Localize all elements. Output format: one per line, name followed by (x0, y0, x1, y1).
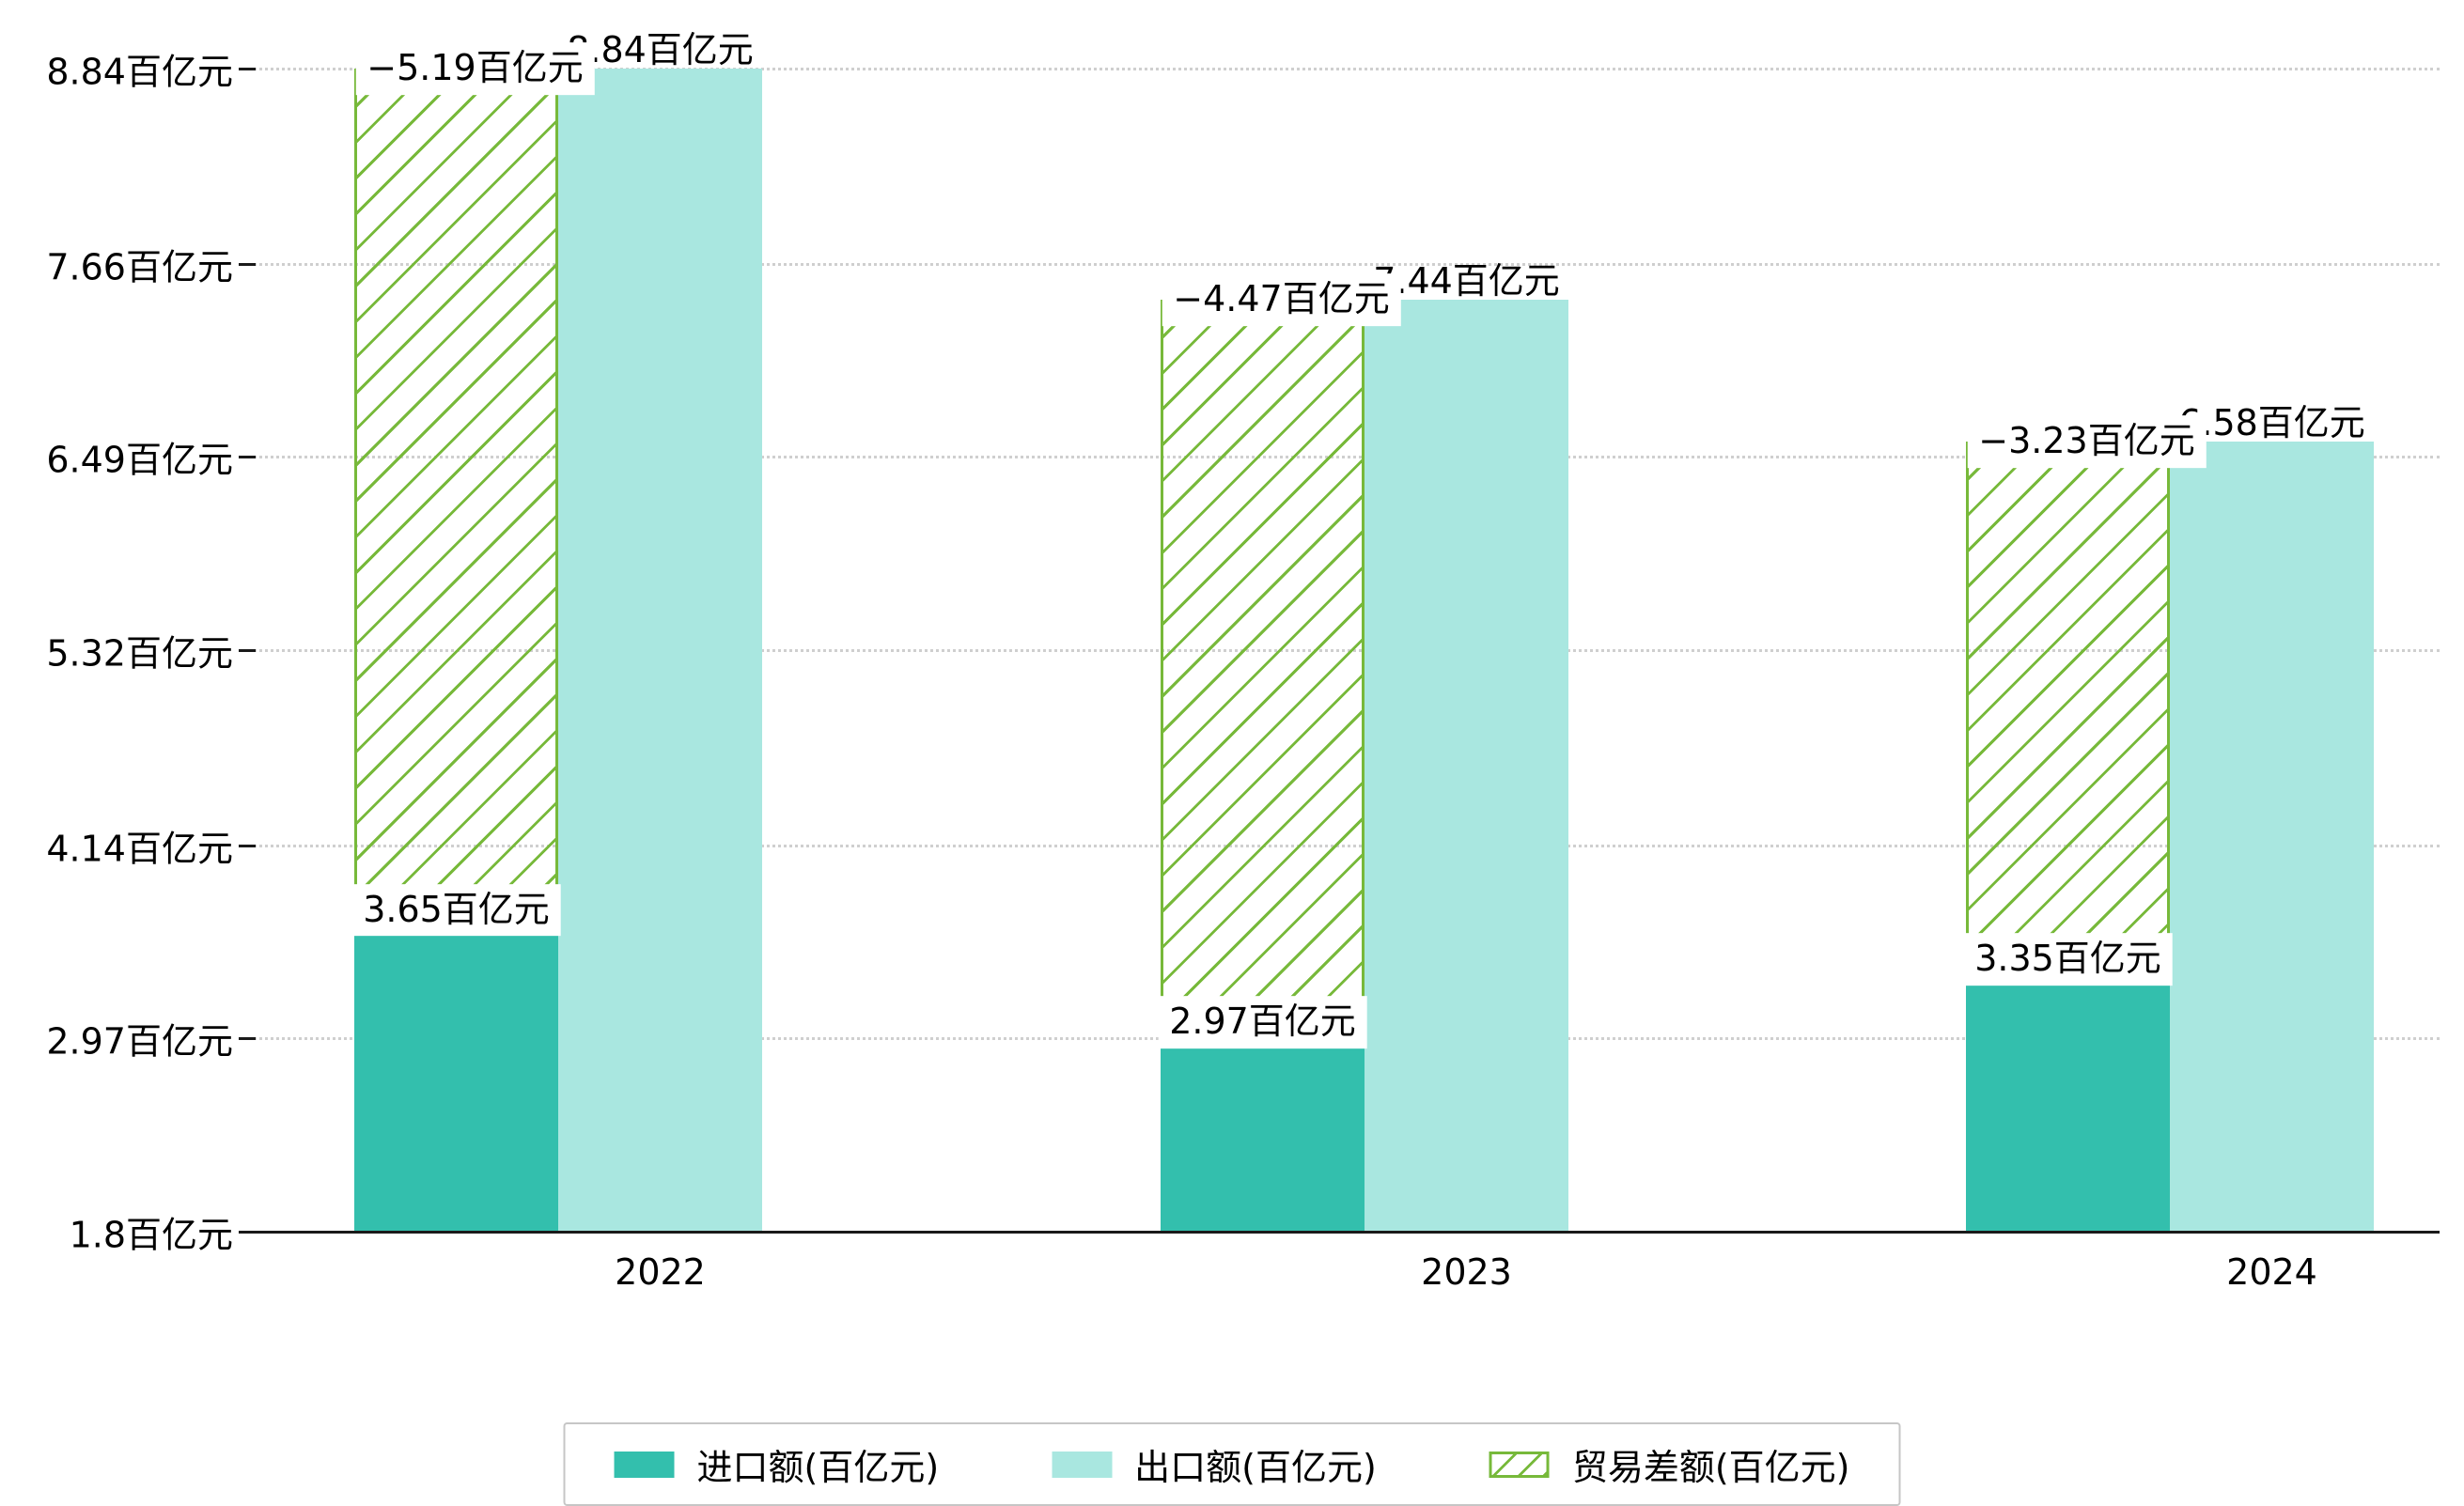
legend: 进口额(百亿元) 出口额(百亿元) 贸易差额(百亿元) (563, 1422, 1901, 1506)
x-axis-line (247, 1231, 2440, 1234)
label-import-2024: 3.35百亿元 (1963, 933, 2173, 986)
label-export-2023: 7.44百亿元 (1373, 260, 1560, 303)
label-trade-balance-2024: −3.23百亿元 (1967, 415, 2207, 469)
legend-label-import: 进口额(百亿元) (696, 1447, 940, 1488)
y-gridline (247, 262, 2440, 266)
legend-label-export: 出口额(百亿元) (1134, 1447, 1377, 1488)
y-axis-tick-mark (239, 262, 256, 266)
bar-export-2024 (2170, 442, 2374, 1232)
y-axis-tick-label: 5.32百亿元 (46, 632, 233, 675)
label-export-2022: 8.84百亿元 (567, 29, 754, 71)
y-axis-tick-mark (239, 844, 256, 847)
y-axis-tick-mark (239, 1037, 256, 1041)
bar-import-2023 (1161, 1038, 1365, 1232)
y-axis-tick-label: 4.14百亿元 (46, 828, 233, 869)
label-trade-balance-2022: −5.19百亿元 (355, 42, 595, 95)
y-axis-tick-label: 2.97百亿元 (46, 1020, 233, 1063)
export-swatch-icon (1052, 1451, 1113, 1478)
y-axis-tick-mark (239, 68, 256, 70)
y-axis-tick-mark (239, 456, 256, 459)
legend-item-export: 出口额(百亿元) (1052, 1438, 1377, 1490)
bar-import-2022 (354, 925, 558, 1232)
x-axis-tick-label-2023: 2023 (1421, 1251, 1512, 1293)
y-axis-tick-label: 7.66百亿元 (46, 246, 233, 287)
y-axis-tick-label: 6.49百亿元 (46, 439, 233, 481)
x-axis-tick-label-2022: 2022 (615, 1251, 706, 1293)
x-axis-tick-label-2024: 2024 (2226, 1251, 2317, 1293)
label-import-2023: 2.97百亿元 (1158, 996, 1367, 1049)
balance-hatch-swatch-icon (1489, 1451, 1550, 1478)
import-swatch-icon (614, 1451, 675, 1478)
y-axis-tick-label: 8.84百亿元 (46, 51, 233, 93)
bar-export-2022 (558, 69, 762, 1232)
bar-import-2024 (1966, 975, 2170, 1232)
bar-trade-balance-2024 (1966, 442, 2170, 976)
label-trade-balance-2023: −4.47百亿元 (1162, 273, 1401, 327)
y-gridline (247, 68, 2440, 70)
bar-trade-balance-2022 (354, 69, 558, 926)
legend-label-balance: 贸易差额(百亿元) (1571, 1447, 1850, 1488)
label-export-2024: 6.58百亿元 (2178, 402, 2365, 444)
y-axis-tick-label: 1.8百亿元 (69, 1214, 233, 1256)
label-import-2022: 3.65百亿元 (351, 883, 561, 937)
bar-export-2023 (1365, 300, 1568, 1232)
bar-trade-balance-2023 (1161, 300, 1365, 1039)
y-axis-tick-mark (239, 649, 256, 652)
legend-item-import: 进口额(百亿元) (614, 1438, 940, 1490)
legend-item-balance: 贸易差额(百亿元) (1489, 1438, 1850, 1490)
